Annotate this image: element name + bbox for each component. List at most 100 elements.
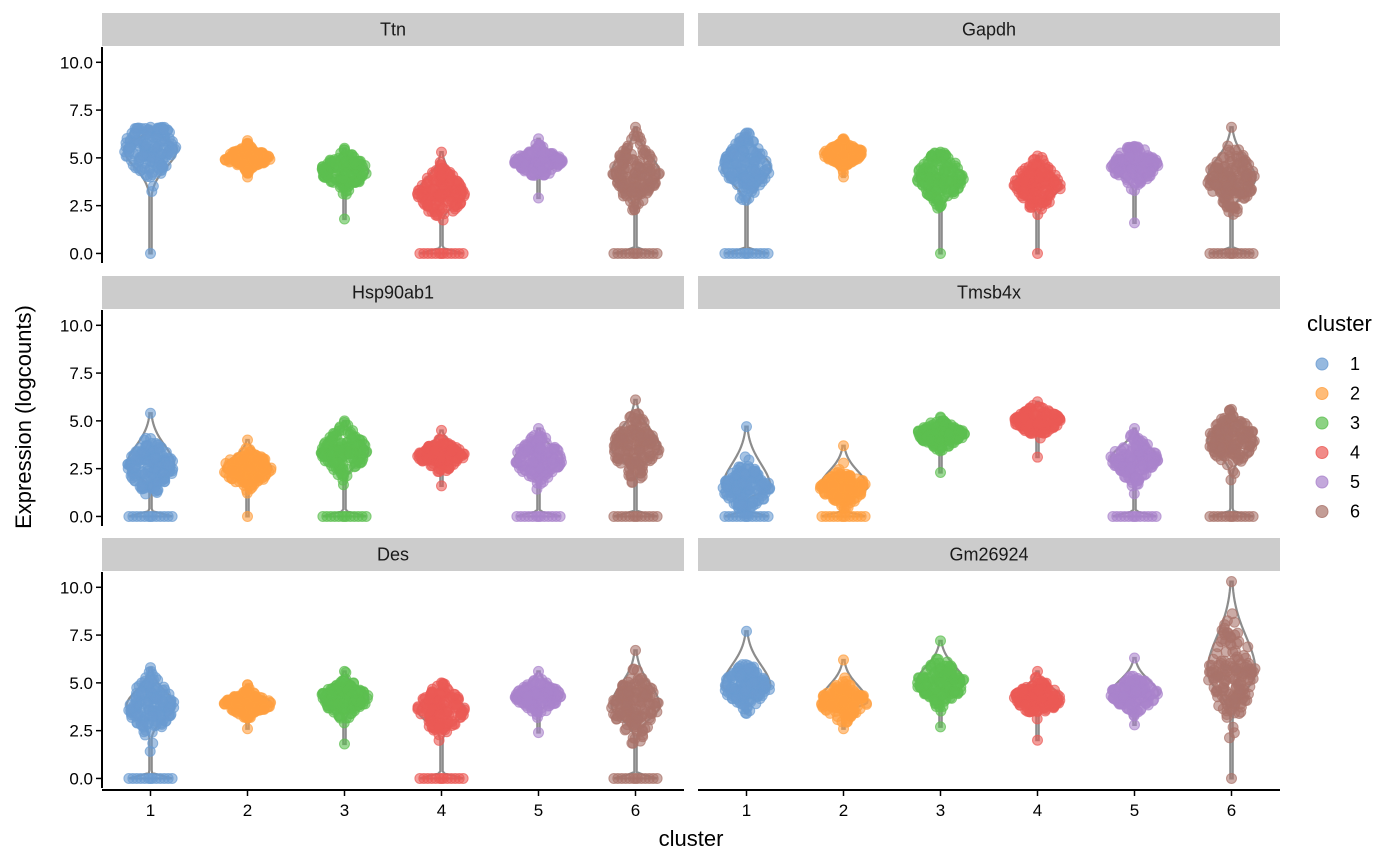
data-point [137,719,149,731]
data-point [1128,488,1140,500]
data-point [652,448,664,460]
data-point [436,480,447,492]
data-point [337,698,349,710]
data-point [166,510,178,522]
data-point [348,156,360,168]
data-point [157,161,169,173]
data-point [1109,167,1121,179]
data-point [521,690,533,702]
data-point [457,247,469,259]
x-tick-label: 3 [936,801,945,820]
data-point [1126,163,1138,175]
violin-cluster-2 [818,133,867,183]
data-point [630,703,642,715]
y-tick-label: 0.0 [69,244,93,263]
data-point [736,499,748,511]
data-point [328,457,340,469]
data-point [339,415,350,427]
data-point [838,133,849,145]
data-point [251,692,263,704]
data-point [746,185,758,197]
data-point [350,460,362,472]
y-tick-label: 0.0 [69,769,93,788]
data-point [236,706,248,718]
data-point [757,493,769,505]
data-point [1029,186,1041,198]
data-point [1032,396,1043,408]
data-point [1241,448,1253,460]
violin-cluster-2 [219,135,276,183]
data-point [436,424,447,436]
data-point [536,165,548,177]
data-point [643,698,655,710]
data-point [147,710,159,722]
data-point [434,708,446,720]
y-tick-label: 2.5 [69,197,93,216]
data-point [1049,169,1061,181]
data-point [221,695,233,707]
data-point [749,165,761,177]
data-point [157,696,169,708]
data-point [160,446,172,458]
data-point [832,491,844,503]
data-point [150,141,162,153]
data-point [726,167,738,179]
data-point [449,689,461,701]
data-point [1222,144,1234,156]
data-point [131,710,143,722]
x-tick-label: 1 [146,801,155,820]
data-point [334,712,346,724]
data-point [1129,423,1140,435]
data-point [150,485,162,497]
data-point [346,687,358,699]
data-point [533,192,544,204]
data-point [128,450,140,462]
data-point [522,445,534,457]
data-point [1219,424,1231,436]
data-point [454,711,466,723]
data-point [642,185,654,197]
data-point [630,456,642,468]
violin-cluster-4 [1009,396,1066,463]
data-point [241,462,253,474]
data-point [925,434,937,446]
data-point [427,687,439,699]
data-point [748,466,760,478]
x-tick-label: 1 [742,801,751,820]
data-point [857,479,869,491]
data-point [253,156,265,168]
violin-cluster-1 [717,421,776,522]
violin-cluster-3 [316,665,374,750]
facet-strip [698,13,1280,46]
data-point [943,428,955,440]
data-point [1047,408,1059,420]
data-point [122,150,134,162]
data-point [646,683,658,695]
data-point [446,444,458,456]
violin-cluster-3 [912,411,970,478]
data-point [948,186,960,198]
violin-cluster-6 [1204,403,1260,522]
panel-gapdh: Gapdh [698,13,1280,259]
data-point [741,421,752,433]
data-point [838,171,849,183]
data-point [838,440,849,452]
data-point [136,687,148,699]
data-point [533,133,544,145]
y-tick-label: 2.5 [69,722,93,741]
data-point [553,686,565,698]
violin-cluster-1 [718,127,775,259]
data-point [335,676,347,688]
data-point [644,714,656,726]
data-point [728,148,740,160]
violin-cluster-2 [218,679,277,735]
violin-cluster-6 [607,121,665,259]
data-point [526,147,538,159]
data-point [1150,510,1162,522]
data-point [1226,403,1237,415]
data-point [548,443,560,455]
violin-cluster-1 [119,121,182,259]
data-point [158,476,170,488]
